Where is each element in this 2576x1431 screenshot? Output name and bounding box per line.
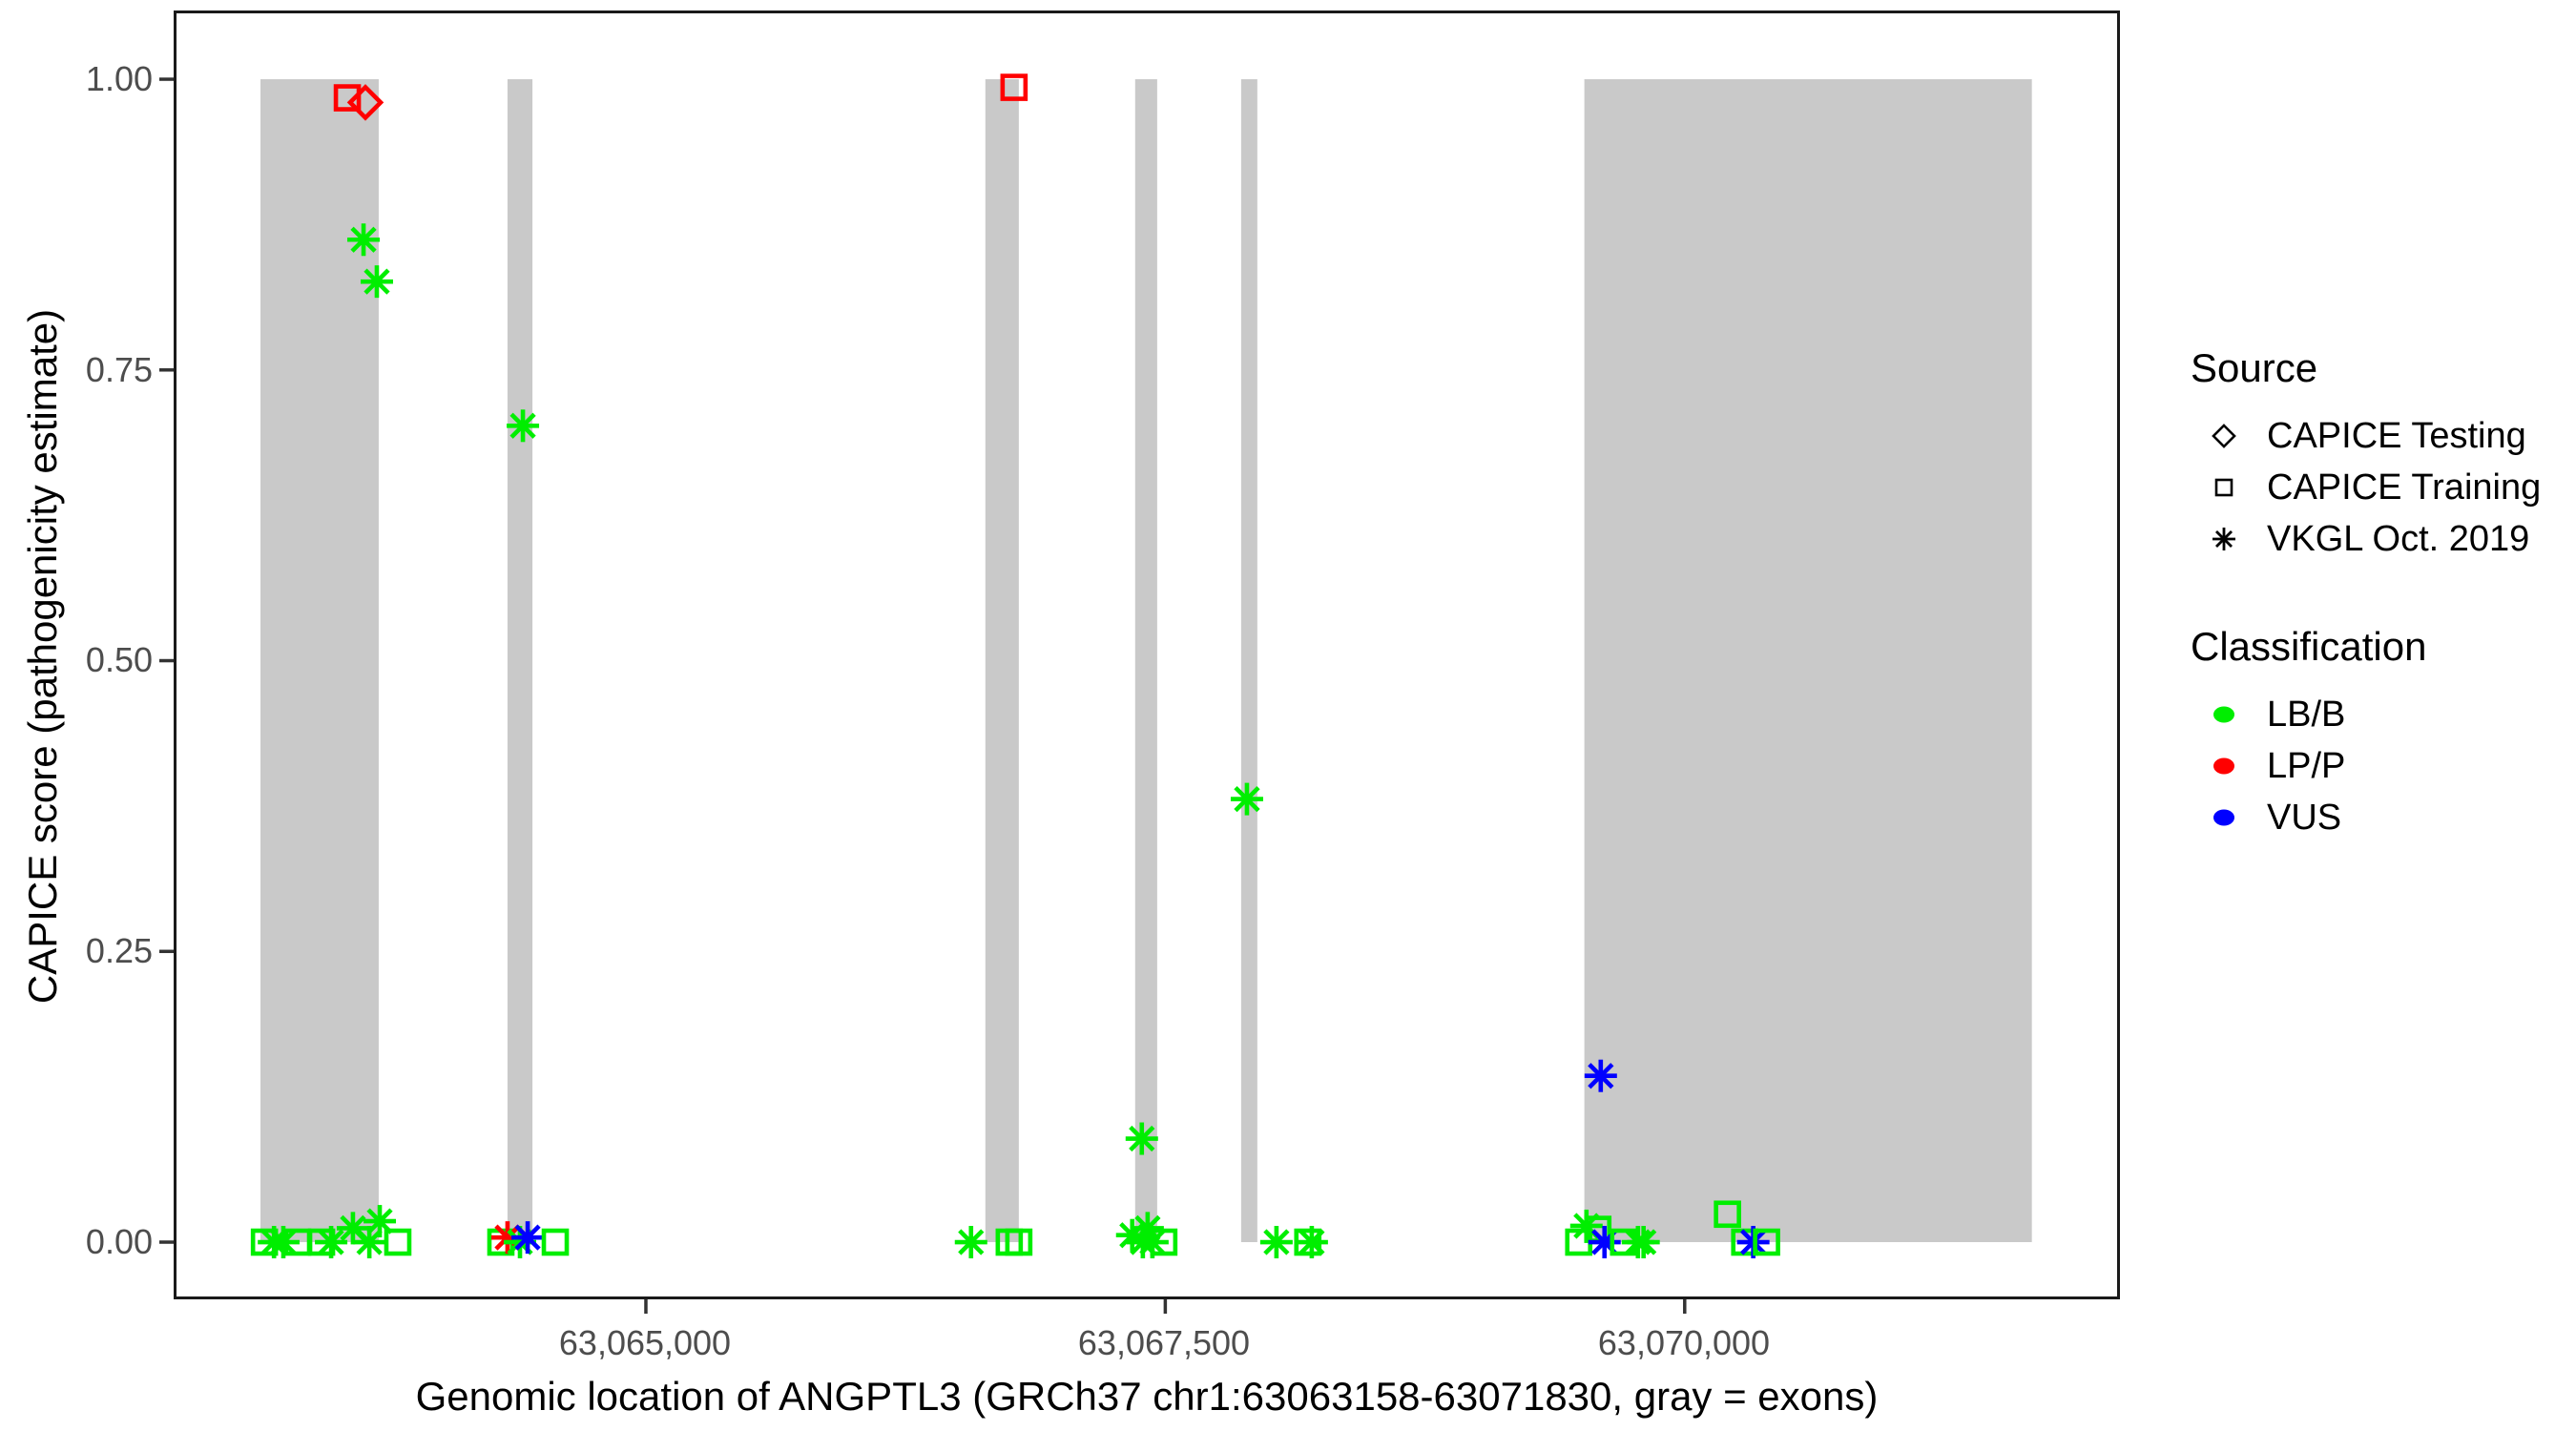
point-square — [1000, 73, 1028, 101]
point-square — [1714, 1200, 1741, 1229]
green-dot-icon — [2202, 696, 2246, 733]
point-asterisk — [511, 1221, 545, 1255]
legend-classification-title: Classification — [2191, 624, 2427, 669]
legend-spacer — [2191, 565, 2572, 624]
point-square — [384, 1228, 412, 1256]
point-asterisk — [1584, 1059, 1617, 1092]
legend-item-label: VKGL Oct. 2019 — [2267, 518, 2530, 559]
point-square — [333, 84, 362, 112]
exon-band — [1584, 79, 2032, 1243]
y-tick-label-0.25: 0.25 — [85, 931, 153, 970]
exon-band — [507, 79, 533, 1243]
legend-item-lbb: LB/B — [2191, 689, 2572, 740]
point-asterisk — [1295, 1226, 1328, 1259]
legend-item-vus: VUS — [2191, 792, 2572, 843]
legend-item-lpp: LP/P — [2191, 740, 2572, 792]
point-square — [1150, 1228, 1178, 1256]
exon-band — [1134, 79, 1157, 1243]
legend-item-capice-training: CAPICE Training — [2191, 462, 2572, 513]
y-tick-label-0.75: 0.75 — [85, 350, 153, 389]
exon-band — [985, 79, 1019, 1243]
point-square — [541, 1228, 570, 1256]
legend-item-label: CAPICE Testing — [2267, 415, 2526, 456]
point-asterisk — [266, 1226, 300, 1259]
point-asterisk — [954, 1226, 987, 1259]
y-tick-label-0.00: 0.00 — [85, 1222, 153, 1261]
legend-item-label: LB/B — [2267, 694, 2346, 735]
diamond-icon — [2202, 418, 2246, 454]
legend: Source CAPICE Testing CAPICE Training — [2191, 345, 2572, 843]
point-asterisk — [360, 265, 393, 299]
x-tick-label-63070000: 63,070,000 — [1597, 1323, 1771, 1362]
point-asterisk — [1125, 1122, 1158, 1155]
legend-source-title: Source — [2191, 345, 2318, 390]
point-square — [1005, 1228, 1033, 1256]
exon-band — [260, 79, 379, 1243]
point-diamond — [346, 84, 384, 121]
x-axis-title: Genomic location of ANGPTL3 (GRCh37 chr1… — [415, 1374, 1879, 1419]
legend-item-capice-testing: CAPICE Testing — [2191, 410, 2572, 462]
blue-dot-icon — [2202, 799, 2246, 836]
square-icon — [2202, 469, 2246, 506]
asterisk-icon — [2202, 521, 2246, 557]
point-asterisk — [1627, 1226, 1660, 1259]
point-asterisk — [1230, 782, 1263, 816]
x-tick-label-63065000: 63,065,000 — [558, 1323, 732, 1362]
y-tick-label-1.00: 1.00 — [85, 59, 153, 98]
legend-item-label: LP/P — [2267, 745, 2346, 786]
point-asterisk — [347, 223, 381, 257]
y-tick-label-0.50: 0.50 — [85, 640, 153, 679]
legend-item-label: VUS — [2267, 797, 2342, 838]
point-asterisk — [1259, 1226, 1293, 1259]
red-dot-icon — [2202, 748, 2246, 784]
point-asterisk — [315, 1226, 348, 1259]
exon-band — [1240, 79, 1257, 1243]
point-square — [1753, 1228, 1780, 1256]
point-asterisk — [507, 409, 540, 443]
legend-item-vkgl: VKGL Oct. 2019 — [2191, 513, 2572, 565]
x-tick-label-63067500: 63,067,500 — [1077, 1323, 1251, 1362]
plot-panel-border — [174, 10, 2120, 1299]
legend-item-label: CAPICE Training — [2267, 467, 2542, 508]
